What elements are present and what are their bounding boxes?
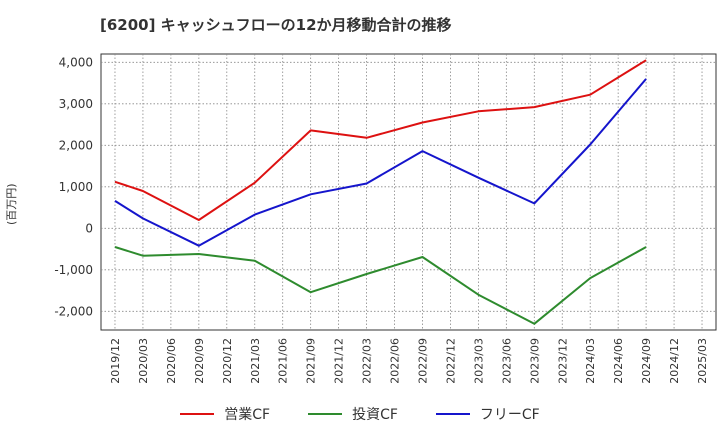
x-tick-label: 2023/03 [472, 338, 485, 384]
series-layer [114, 59, 647, 325]
x-tick-label: 2022/06 [389, 338, 402, 384]
x-tick-label: 2023/09 [528, 338, 541, 384]
y-tick-label: -2,000 [54, 304, 93, 318]
x-tick-label: 2024/12 [668, 338, 681, 384]
legend-swatch [308, 413, 343, 415]
x-tick-label: 2022/09 [416, 338, 429, 384]
x-tick-label: 2024/03 [584, 338, 597, 384]
x-tick-label: 2024/06 [612, 338, 625, 384]
y-tick-label: 2,000 [59, 138, 93, 152]
chart-title: [6200] キャッシュフローの12か月移動合計の推移 [100, 16, 452, 34]
y-tick-label: 0 [85, 221, 93, 235]
legend-item-2: フリーCF [435, 404, 540, 424]
x-tick-label: 2022/03 [361, 338, 374, 384]
legend-item-1: 投資CF [308, 404, 398, 424]
x-tick-label: 2021/06 [277, 338, 290, 384]
y-tick-label: 1,000 [59, 180, 93, 194]
series-line-2 [114, 78, 647, 247]
x-tick-label: 2024/09 [640, 338, 653, 384]
x-tick-label: 2022/12 [444, 338, 457, 384]
legend-label: 投資CF [352, 407, 398, 423]
series-line-1 [114, 246, 647, 325]
legend-label: フリーCF [479, 407, 540, 423]
y-tick-label: -1,000 [54, 263, 93, 277]
axis-layer: 4,000 3,000 2,000 1,000 0 -1,000 -2,000 2019/12… [54, 55, 709, 383]
x-tick-label: 2020/06 [165, 338, 178, 384]
x-tick-label: 2020/09 [193, 338, 206, 384]
y-tick-label: 3,000 [59, 97, 93, 111]
grid-layer [100, 53, 717, 331]
legend-item-0: 営業CF [180, 404, 270, 424]
x-tick-label: 2021/09 [305, 338, 318, 384]
x-tick-label: 2025/03 [696, 338, 709, 384]
x-tick-label: 2020/12 [221, 338, 234, 384]
legend-swatch [180, 413, 215, 415]
x-tick-label: 2021/12 [333, 338, 346, 384]
series-line-0 [114, 59, 647, 221]
x-tick-label: 2020/03 [137, 338, 150, 384]
plot-frame [100, 53, 717, 331]
legend-label: 営業CF [224, 407, 271, 423]
x-tick-label: 2019/12 [109, 338, 122, 384]
x-tick-label: 2023/06 [500, 338, 513, 384]
legend-swatch [435, 413, 470, 415]
plot-area: 4,000 3,000 2,000 1,000 0 -1,000 -2,000 2019/12… [54, 53, 717, 384]
y-tick-label: 4,000 [59, 55, 93, 69]
x-tick-label: 2023/12 [556, 338, 569, 384]
x-tick-label: 2021/03 [249, 338, 262, 384]
legend: 営業CF 投資CF フリーCF [0, 404, 720, 424]
